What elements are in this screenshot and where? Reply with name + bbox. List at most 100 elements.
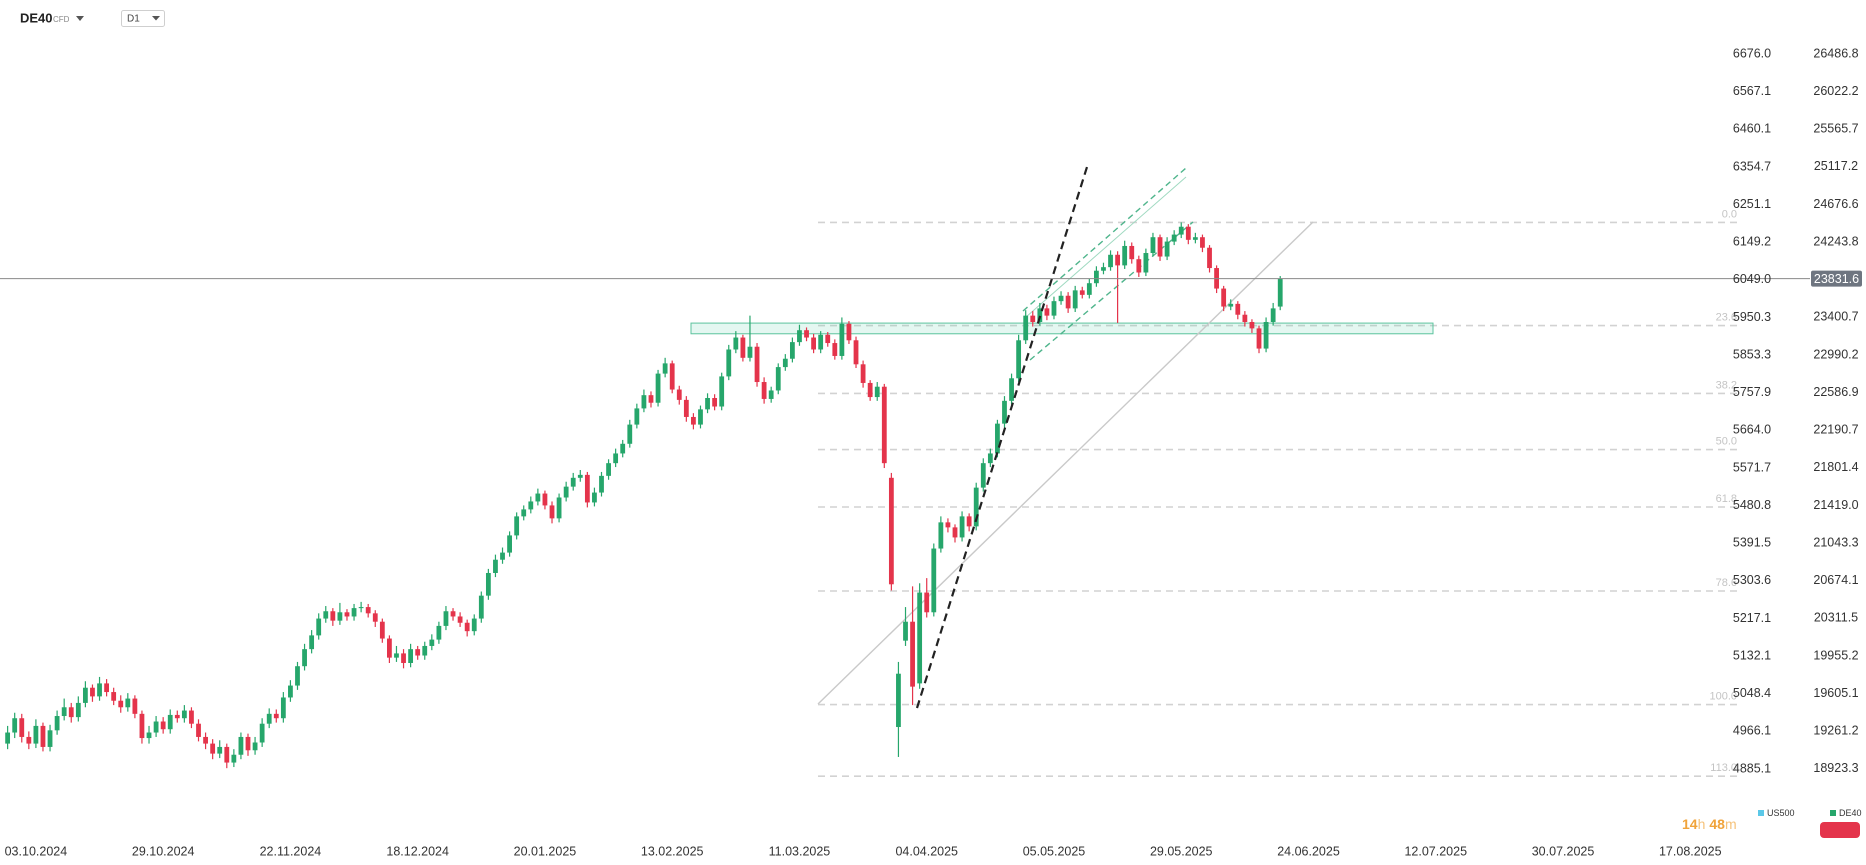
y2-tick-label: 6567.1 <box>1733 84 1771 98</box>
candle-body <box>365 607 371 614</box>
y2-tick-label: 5480.8 <box>1733 498 1771 512</box>
candle-body <box>12 718 18 733</box>
candle-body <box>726 349 732 377</box>
candle-body <box>1002 400 1007 424</box>
candle-body <box>379 621 385 639</box>
candle-body <box>577 474 583 478</box>
timeframe-dropdown[interactable] <box>152 16 160 21</box>
channel-line <box>1022 167 1187 312</box>
y2-tick-label: 5664.0 <box>1733 423 1771 437</box>
timeframe-select[interactable] <box>121 10 165 27</box>
x-tick-label: 29.10.2024 <box>132 844 195 858</box>
y2-tick-label: 4966.1 <box>1733 724 1771 738</box>
symbol-dropdown[interactable] <box>76 16 84 21</box>
candle-body <box>832 343 838 356</box>
y-tick-label: 25565.7 <box>1813 122 1858 136</box>
candle-body <box>881 386 887 464</box>
candle-body <box>1249 321 1255 329</box>
candle-body <box>1192 237 1198 240</box>
y-tick-label: 21419.0 <box>1813 498 1858 512</box>
legend-label: DE40 <box>1839 808 1862 818</box>
candle-body <box>54 716 60 731</box>
y2-tick-label: 5391.5 <box>1733 536 1771 550</box>
candle-body <box>584 474 590 503</box>
candle-body <box>1157 237 1163 257</box>
fib-label: 113.0 <box>1710 762 1737 774</box>
candle-body <box>1009 378 1014 401</box>
candle-body <box>910 621 915 687</box>
y2-tick-label: 6354.7 <box>1733 159 1771 173</box>
y-tick-label: 26022.2 <box>1813 84 1858 98</box>
y-tick-label: 19955.2 <box>1813 648 1858 662</box>
candle-body <box>1164 241 1170 257</box>
candle-body <box>464 622 470 632</box>
candle-body <box>309 635 315 650</box>
y2-tick-label: 5132.1 <box>1733 648 1771 662</box>
symbol[interactable]: DE40 <box>20 10 53 25</box>
candle-body <box>1030 315 1036 322</box>
y-tick-label: 22990.2 <box>1813 347 1858 361</box>
candle-body <box>181 710 187 719</box>
candle-body <box>662 363 668 374</box>
candle-body <box>634 408 640 425</box>
candle-body <box>860 364 866 383</box>
candle-body <box>804 330 809 338</box>
x-tick-label: 13.02.2025 <box>641 844 704 858</box>
y2-tick-label: 6049.0 <box>1733 272 1771 286</box>
candle-body <box>945 522 951 528</box>
candle-body <box>344 612 350 617</box>
candle-body <box>535 493 541 502</box>
y2-tick-label: 6460.1 <box>1733 122 1771 136</box>
candle-body <box>394 653 399 658</box>
candle-body <box>450 611 456 617</box>
y-tick-label: 24243.8 <box>1813 234 1858 248</box>
candle-body <box>1242 314 1248 322</box>
candle-body <box>1200 237 1205 248</box>
candle-body <box>422 645 428 656</box>
y2-tick-label: 5853.3 <box>1733 347 1771 361</box>
candle-body <box>26 736 32 744</box>
candle-body <box>167 714 173 730</box>
candle-body <box>245 736 251 751</box>
candle-body <box>75 702 81 718</box>
candle-body <box>478 595 484 619</box>
candle-body <box>280 697 286 719</box>
y-tick-label: 23400.7 <box>1813 310 1858 324</box>
countdown-hours-unit: h <box>1698 816 1706 832</box>
candle-body <box>719 376 725 407</box>
y2-tick-label: 5048.4 <box>1733 686 1771 700</box>
x-tick-label: 20.01.2025 <box>514 844 577 858</box>
candle-body <box>295 666 300 686</box>
candle-body <box>485 572 491 596</box>
candle-body <box>676 389 682 400</box>
candle-body <box>358 607 364 609</box>
y-tick-label: 22190.7 <box>1813 423 1858 437</box>
y2-tick-label: 6676.0 <box>1733 46 1771 60</box>
candle-body <box>47 730 53 747</box>
candle-body <box>606 463 611 476</box>
y2-tick-label: 5950.3 <box>1733 310 1771 324</box>
fib-label: 0.0 <box>1722 208 1737 220</box>
countdown-hours: 14 <box>1682 816 1698 832</box>
action-button[interactable] <box>1820 822 1860 838</box>
candle-body <box>415 649 421 656</box>
candle-body <box>493 559 498 573</box>
candle-body <box>351 608 357 617</box>
candle-body <box>980 463 986 488</box>
candle-body <box>323 611 329 619</box>
x-tick-label: 30.07.2025 <box>1532 844 1595 858</box>
candle-body <box>1108 254 1113 268</box>
candle-body <box>1185 226 1191 240</box>
candle-body <box>1115 254 1121 266</box>
candle-body <box>1235 303 1241 315</box>
last-price-label: 23831.6 <box>1814 272 1859 286</box>
trend-line <box>915 166 1089 709</box>
x-tick-label: 11.03.2025 <box>769 844 831 858</box>
countdown: 14h 48m <box>1682 816 1737 832</box>
candle-body <box>471 618 477 632</box>
candle-body <box>266 713 272 724</box>
candle-body <box>1256 328 1262 349</box>
candle-body <box>973 487 979 527</box>
candle-body <box>372 613 378 622</box>
candle-body <box>691 416 696 425</box>
